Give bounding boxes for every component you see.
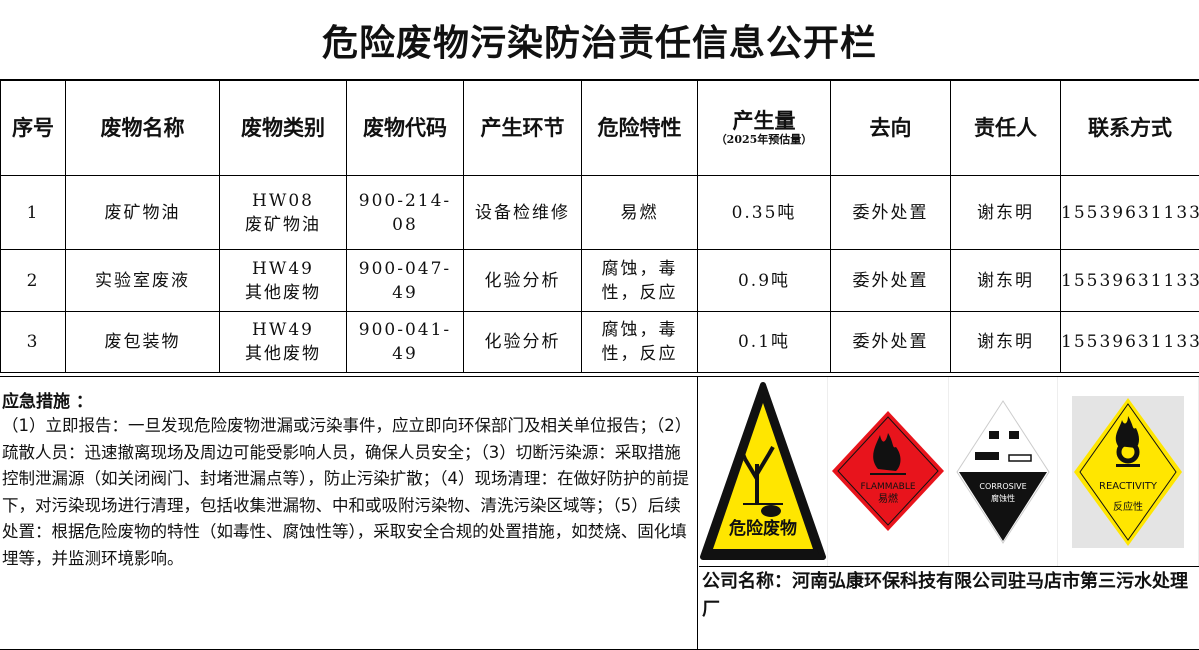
header-hazard: 危险特性 <box>581 80 698 176</box>
emergency-measures: 应急措施 ： （1）立即报告：一旦发现危险废物泄漏或污染事件，应立即向环保部门及… <box>0 377 698 649</box>
emergency-heading: 应急措施 ： <box>2 392 93 412</box>
header-stage: 产生环节 <box>463 80 582 176</box>
table-row: 3 废包装物 HW49 其他废物 900-041-49 化验分析 腐蚀，毒性，反应… <box>0 311 1199 373</box>
cell-no: 1 <box>0 175 66 250</box>
cell-amount: 0.35吨 <box>697 175 831 250</box>
category-code: HW49 <box>252 258 314 279</box>
waste-table: 序号 废物名称 废物类别 废物代码 产生环节 危险特性 产生量 （2025年预估量… <box>0 80 1199 373</box>
cell-no: 3 <box>0 311 66 373</box>
cell-category: HW49 其他废物 <box>219 249 347 312</box>
cell-hazard: 腐蚀，毒性，反应 <box>581 311 698 373</box>
bottom-section: 应急措施 ： （1）立即报告：一旦发现危险废物泄漏或污染事件，应立即向环保部门及… <box>0 376 1199 650</box>
category-code: HW49 <box>252 320 314 340</box>
cell-no: 2 <box>0 249 66 312</box>
cell-code: 900-214-08 <box>346 175 464 250</box>
flammable-sign-icon: FLAMMABLE 易燃 <box>828 377 949 566</box>
sign-label: 腐蚀性 <box>991 493 1015 503</box>
table-row: 1 废矿物油 HW08 废矿物油 900-214-08 设备检维修 易燃 0.35… <box>0 175 1199 250</box>
header-name: 废物名称 <box>65 80 220 176</box>
header-contact: 联系方式 <box>1060 80 1199 176</box>
cell-contact: 15539631133 <box>1060 311 1199 373</box>
header-amount: 产生量 （2025年预估量） <box>697 80 831 176</box>
header-amount-sub: （2025年预估量） <box>715 133 813 146</box>
corrosive-sign-icon: CORROSIVE 腐蚀性 <box>949 377 1059 566</box>
hazard-signs: 危险废物 FLAMMABLE 易燃 CORROSIVE 腐蚀 <box>699 377 1199 567</box>
header-no: 序号 <box>0 80 66 176</box>
table-header-row: 序号 废物名称 废物类别 废物代码 产生环节 危险特性 产生量 （2025年预估量… <box>0 80 1199 176</box>
cell-person: 谢东明 <box>950 311 1061 373</box>
cell-amount: 0.1吨 <box>697 311 831 373</box>
category-name: 其他废物 <box>245 344 321 364</box>
sign-label-en: CORROSIVE <box>979 482 1026 491</box>
category-name: 废矿物油 <box>245 214 321 235</box>
cell-person: 谢东明 <box>950 249 1061 312</box>
cell-stage: 设备检维修 <box>463 175 582 250</box>
cell-stage: 化验分析 <box>463 311 582 373</box>
cell-category: HW08 废矿物油 <box>219 175 347 250</box>
cell-person: 谢东明 <box>950 175 1061 250</box>
cell-name: 废包装物 <box>65 311 220 373</box>
cell-hazard: 易燃 <box>581 175 698 250</box>
cell-code: 900-041-49 <box>346 311 464 373</box>
category-name: 其他废物 <box>245 282 321 303</box>
cell-stage: 化验分析 <box>463 249 582 312</box>
sign-label: 反应性 <box>1113 500 1143 513</box>
cell-category: HW49 其他废物 <box>219 311 347 373</box>
header-amount-label: 产生量 <box>732 108 796 133</box>
cell-name: 废矿物油 <box>65 175 220 250</box>
header-category: 废物类别 <box>219 80 347 176</box>
cell-contact: 15539631133 <box>1060 175 1199 250</box>
company-name: 公司名称：河南弘康环保科技有限公司驻马店市第三污水处理厂 <box>702 571 1188 620</box>
cell-destination: 委外处置 <box>830 249 951 312</box>
sign-label: 易燃 <box>878 492 898 505</box>
cell-destination: 委外处置 <box>830 311 951 373</box>
header-code: 废物代码 <box>346 80 464 176</box>
table-row: 2 实验室废液 HW49 其他废物 900-047-49 化验分析 腐蚀，毒性，反… <box>0 249 1199 312</box>
cell-amount: 0.9吨 <box>697 249 831 312</box>
emergency-text: （1）立即报告：一旦发现危险废物泄漏或污染事件，应立即向环保部门及相关单位报告；… <box>2 416 692 568</box>
sign-label-en: FLAMMABLE <box>860 482 915 492</box>
cell-contact: 15539631133 <box>1060 249 1199 312</box>
cell-hazard: 腐蚀，毒性，反应 <box>581 249 698 312</box>
sign-label: 危险废物 <box>728 518 797 539</box>
sign-label-en: REACTIVITY <box>1099 481 1158 492</box>
header-person: 责任人 <box>950 80 1061 176</box>
reactivity-sign-icon: REACTIVITY 反应性 <box>1058 377 1199 566</box>
cell-name: 实验室废液 <box>65 249 220 312</box>
page-title: 危险废物污染防治责任信息公开栏 <box>0 0 1199 80</box>
cell-code: 900-047-49 <box>346 249 464 312</box>
hazardous-waste-sign-icon: 危险废物 <box>699 377 828 566</box>
cell-destination: 委外处置 <box>830 175 951 250</box>
header-destination: 去向 <box>830 80 951 176</box>
category-code: HW08 <box>252 190 314 211</box>
